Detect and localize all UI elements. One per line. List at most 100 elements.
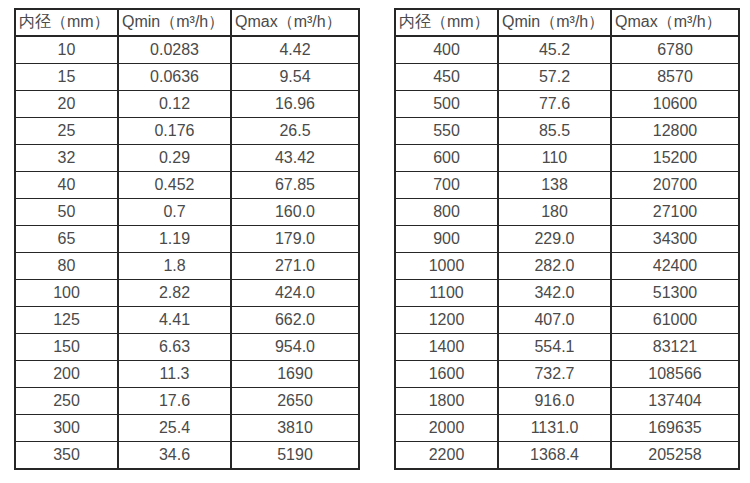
qmax-cell: 42400	[611, 253, 739, 280]
table-row: 100.02834.42	[15, 36, 359, 64]
qmin-cell: 180	[498, 199, 611, 226]
qmax-cell: 34300	[611, 226, 739, 253]
diameter-cell: 10	[15, 36, 118, 64]
table-row: 60011015200	[395, 145, 739, 172]
diameter-cell: 50	[15, 199, 118, 226]
qmin-cell: 85.5	[498, 118, 611, 145]
qmin-cell: 342.0	[498, 280, 611, 307]
diameter-cell: 2000	[395, 415, 498, 442]
diameter-cell: 600	[395, 145, 498, 172]
qmin-cell: 1368.4	[498, 442, 611, 470]
qmax-cell: 10600	[611, 91, 739, 118]
diameter-cell: 550	[395, 118, 498, 145]
qmin-cell: 6.63	[118, 334, 231, 361]
flow-table-large-diameters: 内径（mm）Qmin（m³/h）Qmax（m³/h） 40045.2678045…	[394, 8, 740, 470]
qmax-cell: 954.0	[231, 334, 359, 361]
qmin-cell: 1.8	[118, 253, 231, 280]
diameter-cell: 350	[15, 442, 118, 470]
table-row: 55085.512800	[395, 118, 739, 145]
table-row: 45057.28570	[395, 64, 739, 91]
qmax-cell: 1690	[231, 361, 359, 388]
diameter-cell: 450	[395, 64, 498, 91]
qmin-cell: 0.7	[118, 199, 231, 226]
qmax-cell: 179.0	[231, 226, 359, 253]
table-row: 1000282.042400	[395, 253, 739, 280]
table-row: 1100342.051300	[395, 280, 739, 307]
table-row: 1800916.0137404	[395, 388, 739, 415]
qmin-cell: 0.0636	[118, 64, 231, 91]
table-row: 1506.63954.0	[15, 334, 359, 361]
qmin-cell: 229.0	[498, 226, 611, 253]
qmin-cell: 554.1	[498, 334, 611, 361]
diameter-cell: 125	[15, 307, 118, 334]
qmin-cell: 1.19	[118, 226, 231, 253]
table-row: 22001368.4205258	[395, 442, 739, 470]
diameter-cell: 800	[395, 199, 498, 226]
flow-rate-spec-page: 内径（mm）Qmin（m³/h）Qmax（m³/h） 100.02834.421…	[0, 0, 750, 483]
qmax-cell: 169635	[611, 415, 739, 442]
qmax-cell: 137404	[611, 388, 739, 415]
table-row: 651.19179.0	[15, 226, 359, 253]
qmax-cell: 61000	[611, 307, 739, 334]
flow-table-small-diameters: 内径（mm）Qmin（m³/h）Qmax（m³/h） 100.02834.421…	[14, 8, 360, 470]
qmax-cell: 271.0	[231, 253, 359, 280]
table-row: 1400554.183121	[395, 334, 739, 361]
table-row: 40045.26780	[395, 36, 739, 64]
qmin-cell: 77.6	[498, 91, 611, 118]
table-row: 1254.41662.0	[15, 307, 359, 334]
header-row: 内径（mm）Qmin（m³/h）Qmax（m³/h）	[15, 9, 359, 36]
qmin-cell: 282.0	[498, 253, 611, 280]
diameter-cell: 400	[395, 36, 498, 64]
table-row: 801.8271.0	[15, 253, 359, 280]
qmin-cell: 11.3	[118, 361, 231, 388]
diameter-cell: 15	[15, 64, 118, 91]
qmin-cell: 2.82	[118, 280, 231, 307]
qmin-cell: 25.4	[118, 415, 231, 442]
table-row: 400.45267.85	[15, 172, 359, 199]
qmax-cell: 20700	[611, 172, 739, 199]
diameter-cell: 80	[15, 253, 118, 280]
table-row: 20001131.0169635	[395, 415, 739, 442]
qmin-cell: 0.29	[118, 145, 231, 172]
table-row: 500.7160.0	[15, 199, 359, 226]
table-row: 1600732.7108566	[395, 361, 739, 388]
qmax-cell: 108566	[611, 361, 739, 388]
diameter-cell: 25	[15, 118, 118, 145]
qmax-cell: 5190	[231, 442, 359, 470]
table-row: 30025.43810	[15, 415, 359, 442]
qmin-cell: 17.6	[118, 388, 231, 415]
table-row: 150.06369.54	[15, 64, 359, 91]
diameter-cell: 32	[15, 145, 118, 172]
qmax-cell: 662.0	[231, 307, 359, 334]
table-row: 900229.034300	[395, 226, 739, 253]
qmin-cell: 138	[498, 172, 611, 199]
qmax-cell: 205258	[611, 442, 739, 470]
column-header-diameter: 内径（mm）	[15, 9, 118, 36]
qmin-cell: 34.6	[118, 442, 231, 470]
diameter-cell: 1400	[395, 334, 498, 361]
qmax-cell: 6780	[611, 36, 739, 64]
diameter-cell: 500	[395, 91, 498, 118]
column-header-qmin: Qmin（m³/h）	[118, 9, 231, 36]
qmax-cell: 12800	[611, 118, 739, 145]
qmax-cell: 3810	[231, 415, 359, 442]
qmin-cell: 732.7	[498, 361, 611, 388]
qmax-cell: 2650	[231, 388, 359, 415]
qmax-cell: 4.42	[231, 36, 359, 64]
qmax-cell: 8570	[611, 64, 739, 91]
table-row: 80018027100	[395, 199, 739, 226]
qmin-cell: 0.12	[118, 91, 231, 118]
qmin-cell: 0.176	[118, 118, 231, 145]
table-row: 35034.65190	[15, 442, 359, 470]
qmax-cell: 15200	[611, 145, 739, 172]
diameter-cell: 250	[15, 388, 118, 415]
diameter-cell: 1000	[395, 253, 498, 280]
qmin-cell: 1131.0	[498, 415, 611, 442]
column-header-qmin: Qmin（m³/h）	[498, 9, 611, 36]
table-row: 25017.62650	[15, 388, 359, 415]
qmax-cell: 26.5	[231, 118, 359, 145]
qmax-cell: 51300	[611, 280, 739, 307]
diameter-cell: 20	[15, 91, 118, 118]
table-row: 70013820700	[395, 172, 739, 199]
table-row: 200.1216.96	[15, 91, 359, 118]
